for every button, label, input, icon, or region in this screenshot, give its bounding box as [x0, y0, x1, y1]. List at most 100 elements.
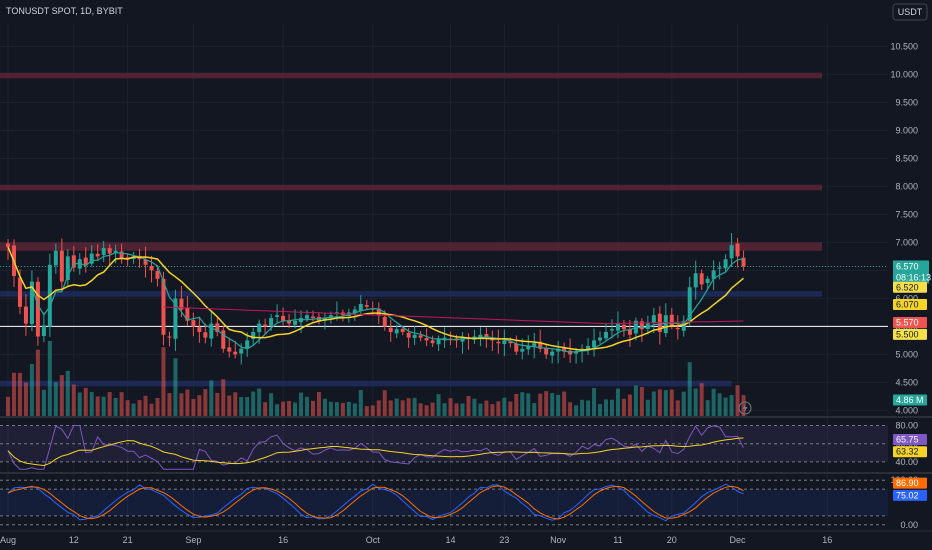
price-tick-label: 10.500	[890, 41, 918, 51]
ma-long-tag: 5.570	[896, 317, 919, 327]
volume-bar	[711, 388, 716, 416]
stoch-k-tag: 75.02	[896, 490, 919, 500]
candle-body	[143, 259, 148, 265]
rsi-ma-tag-bg	[893, 446, 927, 458]
candle-body	[669, 314, 674, 327]
time-tick-label: Nov	[550, 535, 567, 545]
volume-bar	[663, 390, 668, 416]
volume-bar	[59, 375, 64, 416]
candle-body	[388, 327, 393, 332]
candle-body	[179, 298, 184, 310]
volume-bar	[657, 389, 662, 416]
volume-bar	[233, 392, 238, 416]
lightning-icon[interactable]	[738, 401, 752, 415]
price-tick-label: 7.000	[895, 237, 918, 247]
volume-bar	[113, 397, 118, 416]
candle-body	[358, 304, 363, 311]
volume-bar	[639, 387, 644, 416]
ma-tag-bg	[893, 298, 927, 310]
candle-body	[538, 341, 543, 349]
volume-bar	[412, 397, 417, 416]
ema-tag-bg	[893, 281, 927, 293]
candle-body	[227, 347, 232, 352]
ma-long-tag-bg	[893, 316, 927, 328]
volume-bar	[95, 396, 100, 416]
candle-body	[209, 323, 214, 339]
volume-bar	[251, 391, 256, 416]
rsi-tick-label: 40.00	[895, 457, 918, 467]
volume-bar	[627, 394, 632, 416]
candle-body	[233, 351, 238, 355]
candle-body	[627, 329, 632, 335]
volume-bar	[35, 349, 40, 416]
volume-bar	[615, 388, 620, 416]
rsi-tag-bg	[893, 434, 927, 445]
volume-bar	[155, 398, 160, 416]
price-tick-label: 6.000	[895, 293, 918, 303]
volume-bar	[604, 399, 608, 416]
volume-bar	[472, 398, 477, 416]
volume-bar	[293, 402, 298, 416]
volume-bar	[609, 399, 614, 416]
volume-bar	[340, 402, 345, 416]
volume-bars	[6, 341, 746, 416]
candle-body	[592, 340, 597, 348]
moving-averages	[7, 246, 744, 353]
candle-body	[639, 321, 644, 330]
volume-bar	[23, 382, 28, 416]
volume-bar	[526, 393, 531, 416]
volume-bar	[490, 404, 495, 416]
volume-bar	[215, 392, 220, 416]
candle-body	[717, 267, 722, 269]
volume-bar	[281, 401, 286, 416]
volume-bar	[580, 399, 585, 416]
volume-bar	[257, 388, 262, 416]
price-tick-label: 7.500	[895, 209, 918, 219]
time-tick-label: Aug	[0, 535, 16, 545]
candle-body	[95, 253, 100, 257]
volume-bar	[346, 401, 351, 416]
volume-bar	[143, 395, 148, 416]
currency-button[interactable]: USDT	[892, 3, 928, 21]
volume-bar	[568, 402, 573, 416]
volume-bar	[305, 396, 309, 416]
volume-bar	[6, 396, 10, 416]
volume-bar	[478, 403, 483, 416]
candle-body	[53, 250, 58, 266]
volume-bar	[89, 391, 94, 416]
volume-bar	[651, 391, 656, 416]
candle-body	[287, 320, 292, 324]
candle-body	[35, 281, 40, 337]
rsi-ma-tag: 63.32	[896, 447, 919, 457]
volume-bar	[394, 398, 399, 416]
volume-bar	[406, 398, 411, 416]
candle-body	[460, 337, 465, 342]
time-tick-label: 16	[278, 535, 288, 545]
volume-bar	[681, 391, 686, 416]
volume-bar	[119, 392, 124, 416]
volume-bar	[29, 364, 34, 416]
zone-band	[0, 184, 822, 191]
price-tick-label: 9.500	[895, 97, 918, 107]
level-tag-bg	[893, 328, 927, 340]
candle-body	[376, 308, 381, 316]
volume-bar	[735, 385, 740, 416]
candle-body	[574, 351, 579, 354]
rsi-tick-label: 80.00	[895, 421, 918, 431]
stoch-rsi-panel: 100.000.00	[0, 475, 918, 530]
volume-bar	[221, 379, 226, 416]
stoch-k-line	[7, 483, 744, 522]
candle-body	[705, 278, 710, 284]
last-price-tag: 6.570	[896, 261, 919, 271]
candle-body	[155, 270, 160, 279]
candle-body	[41, 325, 46, 337]
rsi-line	[7, 425, 744, 470]
volume-bar	[598, 404, 603, 416]
time-tick-label: 14	[446, 535, 456, 545]
volume-bar	[436, 394, 441, 416]
candle-body	[484, 334, 489, 338]
price-tick-label: 4.500	[895, 377, 918, 387]
candle-body	[693, 273, 698, 288]
volume-bar	[400, 400, 405, 416]
